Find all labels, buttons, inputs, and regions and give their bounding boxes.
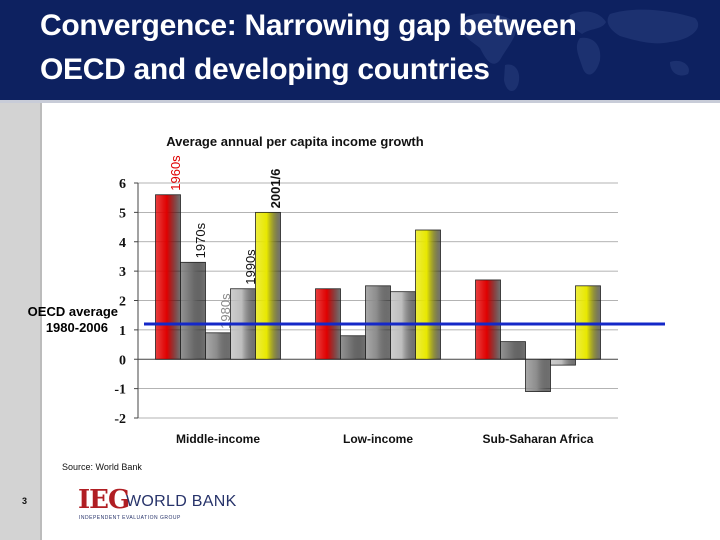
bar-1980s-Middle-income	[205, 332, 231, 360]
series-annotation-1980s: 1980s	[218, 293, 233, 329]
series-annotation-1960s: 1960s	[168, 155, 183, 191]
y-axis-ticks: -2 -1 0 1 2 3 4 5 6	[114, 177, 138, 427]
category-label: Low-income	[343, 432, 413, 446]
bar-2001/6-Low-income	[415, 229, 441, 360]
category-label: Sub-Saharan Africa	[483, 432, 594, 446]
ieg-world-bank-logo: IEG WORLD BANK Independent Evaluation Gr…	[78, 486, 258, 526]
bar-1970s-Low-income	[340, 335, 366, 360]
left-sidebar-band	[0, 103, 40, 540]
category-labels: Middle-income Low-income Sub-Saharan Afric…	[176, 432, 594, 446]
series-annotation-1970s: 1970s	[193, 222, 208, 258]
source-note: Source: World Bank	[62, 462, 142, 472]
oecd-average-period: 1980-2006	[46, 320, 108, 335]
logo-org: WORLD BANK	[126, 493, 237, 510]
header-divider	[0, 100, 720, 103]
logo-subtitle: Independent Evaluation Group	[79, 515, 181, 521]
bar-2001/6-Middle-income	[255, 211, 281, 360]
tick-label: -1	[114, 383, 126, 398]
series-annotation-1990s: 1990s	[243, 249, 258, 285]
bar-1970s-Middle-income	[180, 261, 206, 360]
bar-1960s-Middle-income	[155, 194, 181, 360]
tick-label: 5	[119, 206, 126, 221]
tick-label: 6	[119, 177, 126, 192]
category-label: Middle-income	[176, 432, 260, 446]
series-annotation-2001/6: 2001/6	[268, 169, 283, 209]
tick-label: -2	[114, 412, 126, 427]
sidebar-edge	[40, 103, 42, 540]
oecd-average-label: OECD average	[28, 304, 118, 319]
logo-mark: IEG	[78, 485, 130, 515]
bar-1970s-Sub-Saharan Africa	[500, 341, 526, 360]
tick-label: 1	[119, 324, 126, 339]
chart-title: Average annual per capita income growth	[166, 134, 423, 149]
slide-title: Convergence: Narrowing gap between OECD …	[40, 9, 577, 86]
bar-1960s-Sub-Saharan Africa	[475, 279, 501, 360]
bars	[155, 194, 601, 392]
tick-label: 0	[119, 353, 126, 368]
world-map-icon	[459, 9, 699, 92]
page-number: 3	[22, 496, 28, 506]
tick-label: 4	[119, 236, 126, 251]
bar-1990s-Sub-Saharan Africa	[550, 358, 576, 366]
slide-header: Convergence: Narrowing gap between OECD …	[0, 0, 720, 100]
series-annotations: 1960s 1970s 1980s 1990s 2001/6	[168, 155, 283, 329]
bar-1980s-Sub-Saharan Africa	[525, 358, 551, 392]
tick-label: 2	[119, 295, 126, 310]
tick-label: 3	[119, 265, 126, 280]
